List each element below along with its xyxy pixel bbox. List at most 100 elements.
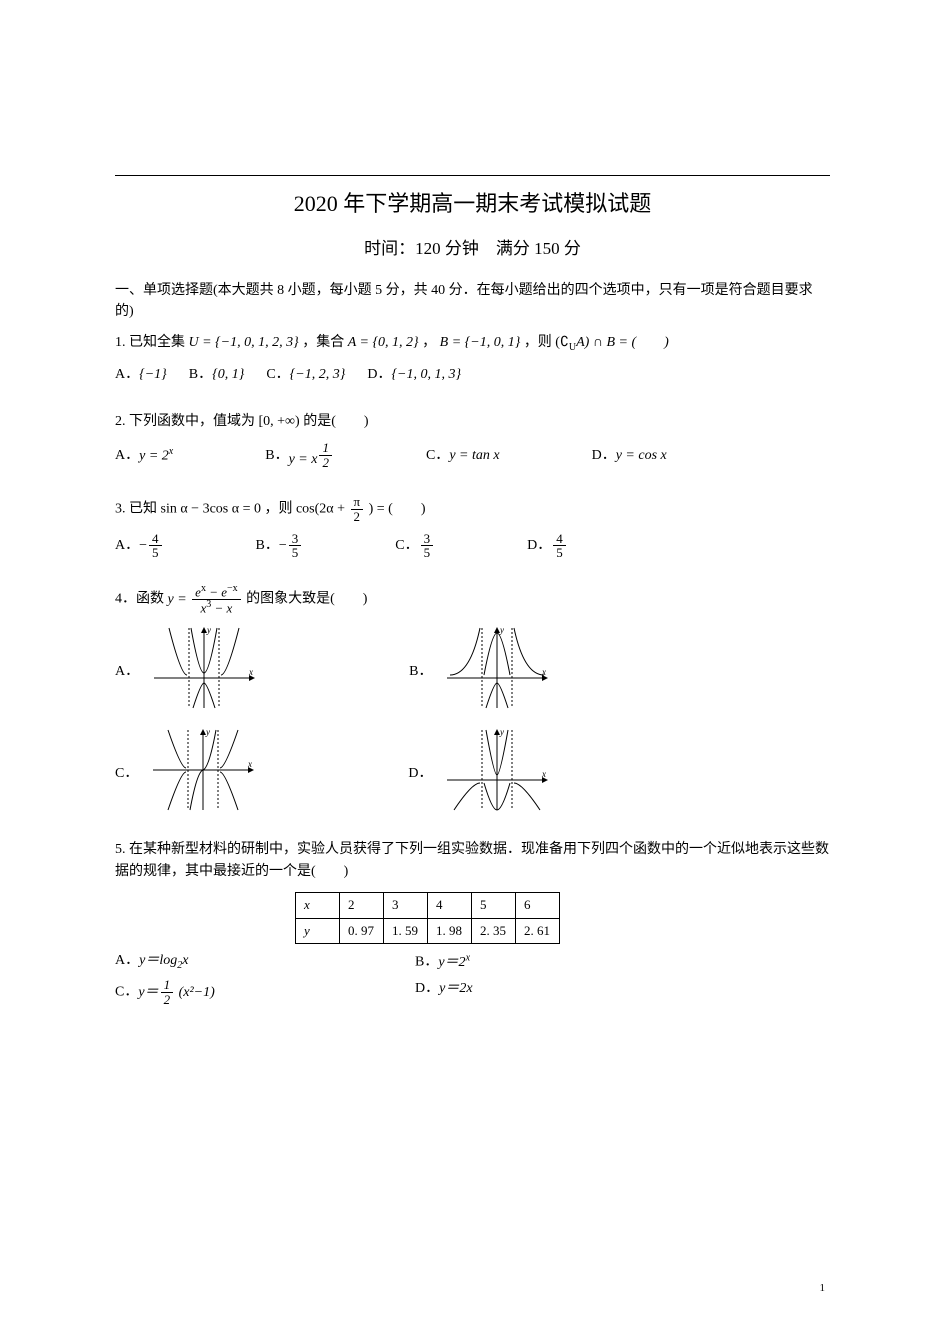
q2-stem: 2. 下列函数中，值域为 [0, +∞) 的是( ): [115, 411, 830, 433]
t: y =: [168, 592, 187, 607]
opt-label: B．: [189, 364, 212, 386]
num: 1: [161, 978, 174, 993]
t: (x²−1): [175, 985, 215, 1000]
question-5: 5. 在某种新型材料的研制中，实验人员获得了下列一组实验数据．现准备用下列四个函…: [115, 839, 830, 1011]
den: 5: [553, 546, 566, 560]
q4-graphA: A． x y: [115, 623, 259, 713]
cell: 2: [340, 892, 384, 918]
cell: 6: [516, 892, 560, 918]
den: 2: [319, 456, 332, 470]
q2-optA: A．y = 2x: [115, 444, 173, 468]
t: y = 2: [139, 449, 169, 464]
cell: 1. 59: [384, 918, 428, 944]
opt-val: y = cos x: [616, 445, 667, 467]
opt-label: D．: [592, 445, 616, 467]
question-1: 1. 已知全集 U = {−1, 0, 1, 2, 3} ，集合 A = {0,…: [115, 332, 830, 386]
axis-x: x: [247, 759, 252, 769]
opt-label: D．: [408, 763, 432, 815]
t: 的图象大致是( ): [246, 592, 367, 607]
q1-end: A) ∩ B = ( ): [576, 335, 669, 350]
den: 5: [289, 546, 302, 560]
den: 5: [149, 546, 162, 560]
sign: −: [279, 535, 287, 557]
q1-text: ，: [422, 335, 440, 350]
t: y = x: [289, 452, 318, 467]
cell: 5: [472, 892, 516, 918]
opt-val: {−1}: [139, 364, 167, 386]
table-row: y 0. 97 1. 59 1. 98 2. 35 2. 61: [296, 918, 560, 944]
sup: x: [169, 446, 173, 457]
q2-optB: B．y = x12: [265, 441, 334, 471]
q1-options: A．{−1} B．{0, 1} C．{−1, 2, 3} D．{−1, 0, 1…: [115, 364, 830, 386]
den: 2: [161, 993, 174, 1007]
cell: 3: [384, 892, 428, 918]
cell-xlabel: x: [296, 892, 340, 918]
q3-optA: A．−45: [115, 532, 164, 560]
t: 4．函数: [115, 592, 168, 607]
t: y＝2: [438, 955, 465, 970]
num: 4: [553, 532, 566, 547]
cell: 2. 35: [472, 918, 516, 944]
opt-label: B．: [256, 535, 279, 557]
num: 3: [289, 532, 302, 547]
page-number: 1: [820, 1280, 826, 1298]
q1-A: A = {0, 1, 2}: [348, 335, 419, 350]
section-1-intro: 一、单项选择题(本大题共 8 小题，每小题 5 分，共 40 分．在每小题给出的…: [115, 280, 830, 322]
axis-x: x: [541, 667, 546, 677]
opt-label: C．: [115, 763, 138, 815]
q2-options: A．y = 2x B．y = x12 C．y = tan x D．y = cos…: [115, 441, 815, 471]
q5-stem: 5. 在某种新型材料的研制中，实验人员获得了下列一组实验数据．现准备用下列四个函…: [115, 839, 830, 884]
t: x: [182, 953, 188, 968]
opt-label: C．: [266, 364, 289, 386]
axis-x: x: [541, 769, 546, 779]
question-4: 4．函数 y = ex − e−x x3 − x 的图象大致是( ) A． x …: [115, 584, 830, 815]
axis-y: y: [206, 625, 211, 635]
opt-label: D．: [367, 364, 391, 386]
q4-row2: C． x y D． x y: [115, 725, 830, 815]
t: y＝log: [139, 953, 177, 968]
num: π: [351, 495, 364, 510]
num: 3: [421, 532, 434, 547]
q2-optD: D．y = cos x: [592, 445, 667, 467]
opt-label: C．: [395, 535, 418, 557]
q3-optB: B．−35: [256, 532, 304, 560]
question-2: 2. 下列函数中，值域为 [0, +∞) 的是( ) A．y = 2x B．y …: [115, 411, 830, 472]
q1-optD: D．{−1, 0, 1, 3}: [367, 364, 461, 386]
q1-B: B = {−1, 0, 1}: [440, 335, 521, 350]
exam-title: 2020 年下学期高一期末考试模拟试题: [115, 175, 830, 221]
q4-graphD: D． x y: [408, 725, 552, 815]
q5-optA: A．y＝log2x: [115, 950, 415, 974]
opt-label: D．: [415, 981, 439, 996]
opt-label: A．: [115, 535, 139, 557]
q5-optD: D．y＝2x: [415, 978, 715, 1006]
opt-val: y = x12: [289, 441, 334, 471]
q3-options: A．−45 B．−35 C．35 D．45: [115, 532, 815, 560]
table-row: x 2 3 4 5 6: [296, 892, 560, 918]
question-3: 3. 已知 sin α − 3cos α = 0 ，则 cos(2α + π2 …: [115, 495, 830, 560]
q2-optC: C．y = tan x: [426, 445, 500, 467]
q4-row1: A． x y B． x y: [115, 623, 830, 713]
t: y＝: [138, 985, 158, 1000]
opt-val: y = 2x: [139, 444, 173, 468]
axis-y: y: [205, 727, 210, 737]
q1-optC: C．{−1, 2, 3}: [266, 364, 345, 386]
q3-optC: C．35: [395, 532, 435, 560]
cell-ylabel: y: [296, 918, 340, 944]
opt-label: A．: [115, 953, 139, 968]
q5-optB: B．y＝2x: [415, 950, 715, 974]
q1-text: 1. 已知全集: [115, 335, 189, 350]
t: − e: [206, 584, 227, 599]
den: 2: [351, 510, 364, 524]
exam-subtitle: 时间：120 分钟 满分 150 分: [115, 235, 830, 262]
q4-graphC: C． x y: [115, 725, 258, 815]
q1-text: ，集合: [302, 335, 348, 350]
opt-label: C．: [426, 445, 449, 467]
opt-label: B．: [415, 955, 438, 970]
num: 1: [319, 441, 332, 456]
opt-label: C．: [115, 985, 138, 1000]
q3-text: ) = ( ): [369, 502, 426, 517]
graph-B-icon: x y: [442, 623, 552, 713]
opt-label: B．: [409, 661, 432, 713]
q3-optD: D．45: [527, 532, 568, 560]
opt-val: {0, 1}: [212, 364, 244, 386]
